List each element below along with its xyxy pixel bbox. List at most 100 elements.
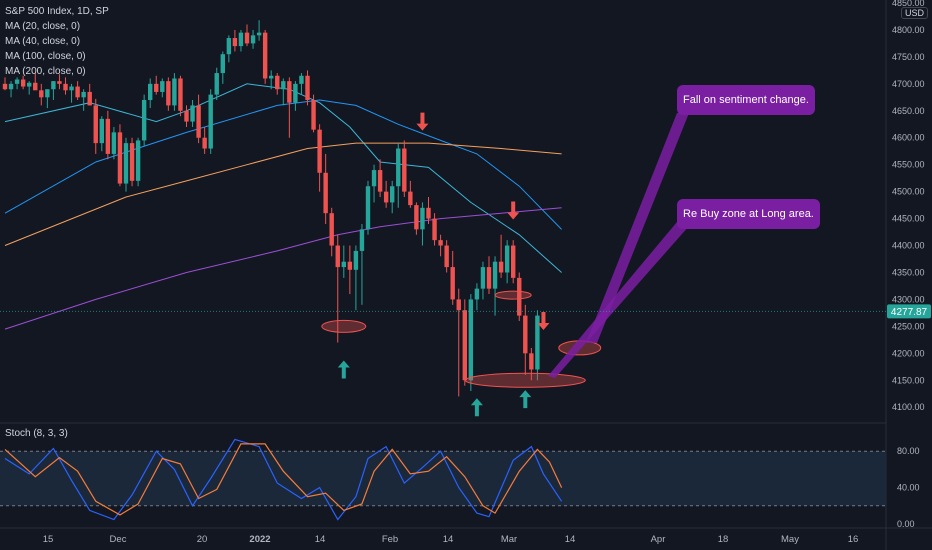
- candle: [390, 180, 395, 214]
- candle-body: [45, 89, 50, 98]
- candle-body: [359, 229, 365, 251]
- candle: [450, 250, 455, 305]
- candle-body: [129, 143, 135, 181]
- candle: [166, 77, 171, 111]
- candle-body: [87, 91, 92, 106]
- candle-body: [353, 250, 359, 270]
- ma-legend-100[interactable]: MA (100, close, 0): [5, 51, 86, 62]
- callout-pointer-top: [586, 113, 689, 343]
- time-tick-label: 2022: [249, 534, 270, 545]
- candle: [347, 245, 353, 295]
- time-tick-label: Dec: [110, 534, 127, 545]
- down-arrow-mar: [507, 201, 520, 220]
- up-arrow-jan: [337, 360, 350, 379]
- price-tick-label: 4550.00: [892, 160, 925, 170]
- candle: [444, 240, 449, 273]
- candle-body: [69, 86, 74, 91]
- candle: [57, 74, 62, 90]
- candle: [148, 78, 153, 109]
- candle: [269, 70, 274, 90]
- up-arrow-mar: [519, 390, 532, 409]
- candle: [535, 310, 540, 381]
- candle-body: [184, 110, 189, 122]
- stoch-axis: 0.00 40.00 80.00: [897, 446, 920, 529]
- candle-body: [232, 38, 238, 47]
- time-tick-label: 20: [197, 534, 208, 545]
- currency-badge[interactable]: USD: [901, 7, 929, 19]
- candle-body: [196, 105, 201, 138]
- candle-body: [335, 245, 340, 268]
- price-tick-label: 4400.00: [892, 241, 925, 251]
- candle: [517, 272, 522, 321]
- chart-legend: S&P 500 Index, 1D, SP MA (20, close, 0) …: [5, 4, 109, 79]
- time-tick-label: 14: [443, 534, 454, 545]
- ma-line-40: [4, 99, 562, 230]
- candle: [99, 116, 104, 152]
- callout-fall-sentiment: Fall on sentiment change.: [677, 85, 815, 115]
- time-tick-label: 14: [315, 534, 326, 545]
- candle-body: [317, 129, 322, 173]
- candle-body: [299, 75, 304, 84]
- candle-body: [474, 288, 480, 300]
- candle: [474, 283, 480, 311]
- candle: [45, 89, 50, 109]
- candle-body: [250, 35, 256, 44]
- candle: [196, 94, 201, 144]
- ma-legend-20[interactable]: MA (20, close, 0): [5, 21, 81, 32]
- price-tick-label: 4350.00: [892, 267, 925, 277]
- candle-body: [462, 310, 467, 381]
- ma-legend-40[interactable]: MA (40, close, 0): [5, 36, 81, 47]
- candle-body: [99, 118, 104, 144]
- symbol-title[interactable]: S&P 500 Index, 1D, SP: [5, 6, 109, 17]
- candle-body: [244, 32, 250, 44]
- candle-body: [220, 54, 225, 74]
- candle-body: [535, 315, 540, 370]
- candle: [281, 78, 286, 106]
- candle: [208, 89, 213, 154]
- candle-body: [390, 186, 395, 203]
- candle-body: [275, 75, 280, 90]
- candle-body: [202, 137, 207, 149]
- candle-body: [498, 261, 504, 273]
- stoch-legend[interactable]: Stoch (8, 3, 3): [5, 428, 68, 439]
- candle-body: [208, 94, 213, 149]
- candle: [287, 77, 292, 138]
- ma-legend-200[interactable]: MA (200, close, 0): [5, 66, 86, 77]
- candle-body: [523, 315, 528, 354]
- candle: [244, 24, 250, 47]
- candle: [492, 256, 498, 316]
- support-zone-jan: [321, 319, 367, 333]
- candle-body: [468, 299, 474, 381]
- candle-body: [517, 277, 522, 316]
- candle: [359, 223, 365, 305]
- candle-body: [341, 261, 346, 268]
- candle: [335, 234, 340, 343]
- candle: [33, 73, 38, 91]
- candle-body: [123, 143, 129, 184]
- candle-body: [408, 191, 413, 206]
- candle: [329, 207, 334, 257]
- price-tick-label: 4200.00: [892, 348, 925, 358]
- candle: [402, 140, 407, 198]
- candle: [63, 77, 68, 95]
- candle-body: [347, 261, 353, 270]
- candle-body: [504, 245, 510, 273]
- candle: [135, 137, 141, 187]
- candle: [396, 143, 401, 208]
- time-tick-label: May: [781, 534, 799, 545]
- candle-body: [81, 91, 86, 98]
- candle-body: [511, 245, 516, 278]
- price-tick-label: 4250.00: [892, 321, 925, 331]
- candle-body: [14, 79, 20, 84]
- candle-body: [93, 105, 98, 144]
- up-arrow-feb: [470, 398, 483, 417]
- time-tick-label: 14: [565, 534, 576, 545]
- candle: [20, 75, 26, 90]
- candle: [2, 77, 8, 91]
- price-tick-label: 4650.00: [892, 106, 925, 116]
- candle: [456, 288, 461, 397]
- candle: [178, 75, 183, 117]
- candle: [275, 73, 280, 95]
- candle: [220, 51, 225, 84]
